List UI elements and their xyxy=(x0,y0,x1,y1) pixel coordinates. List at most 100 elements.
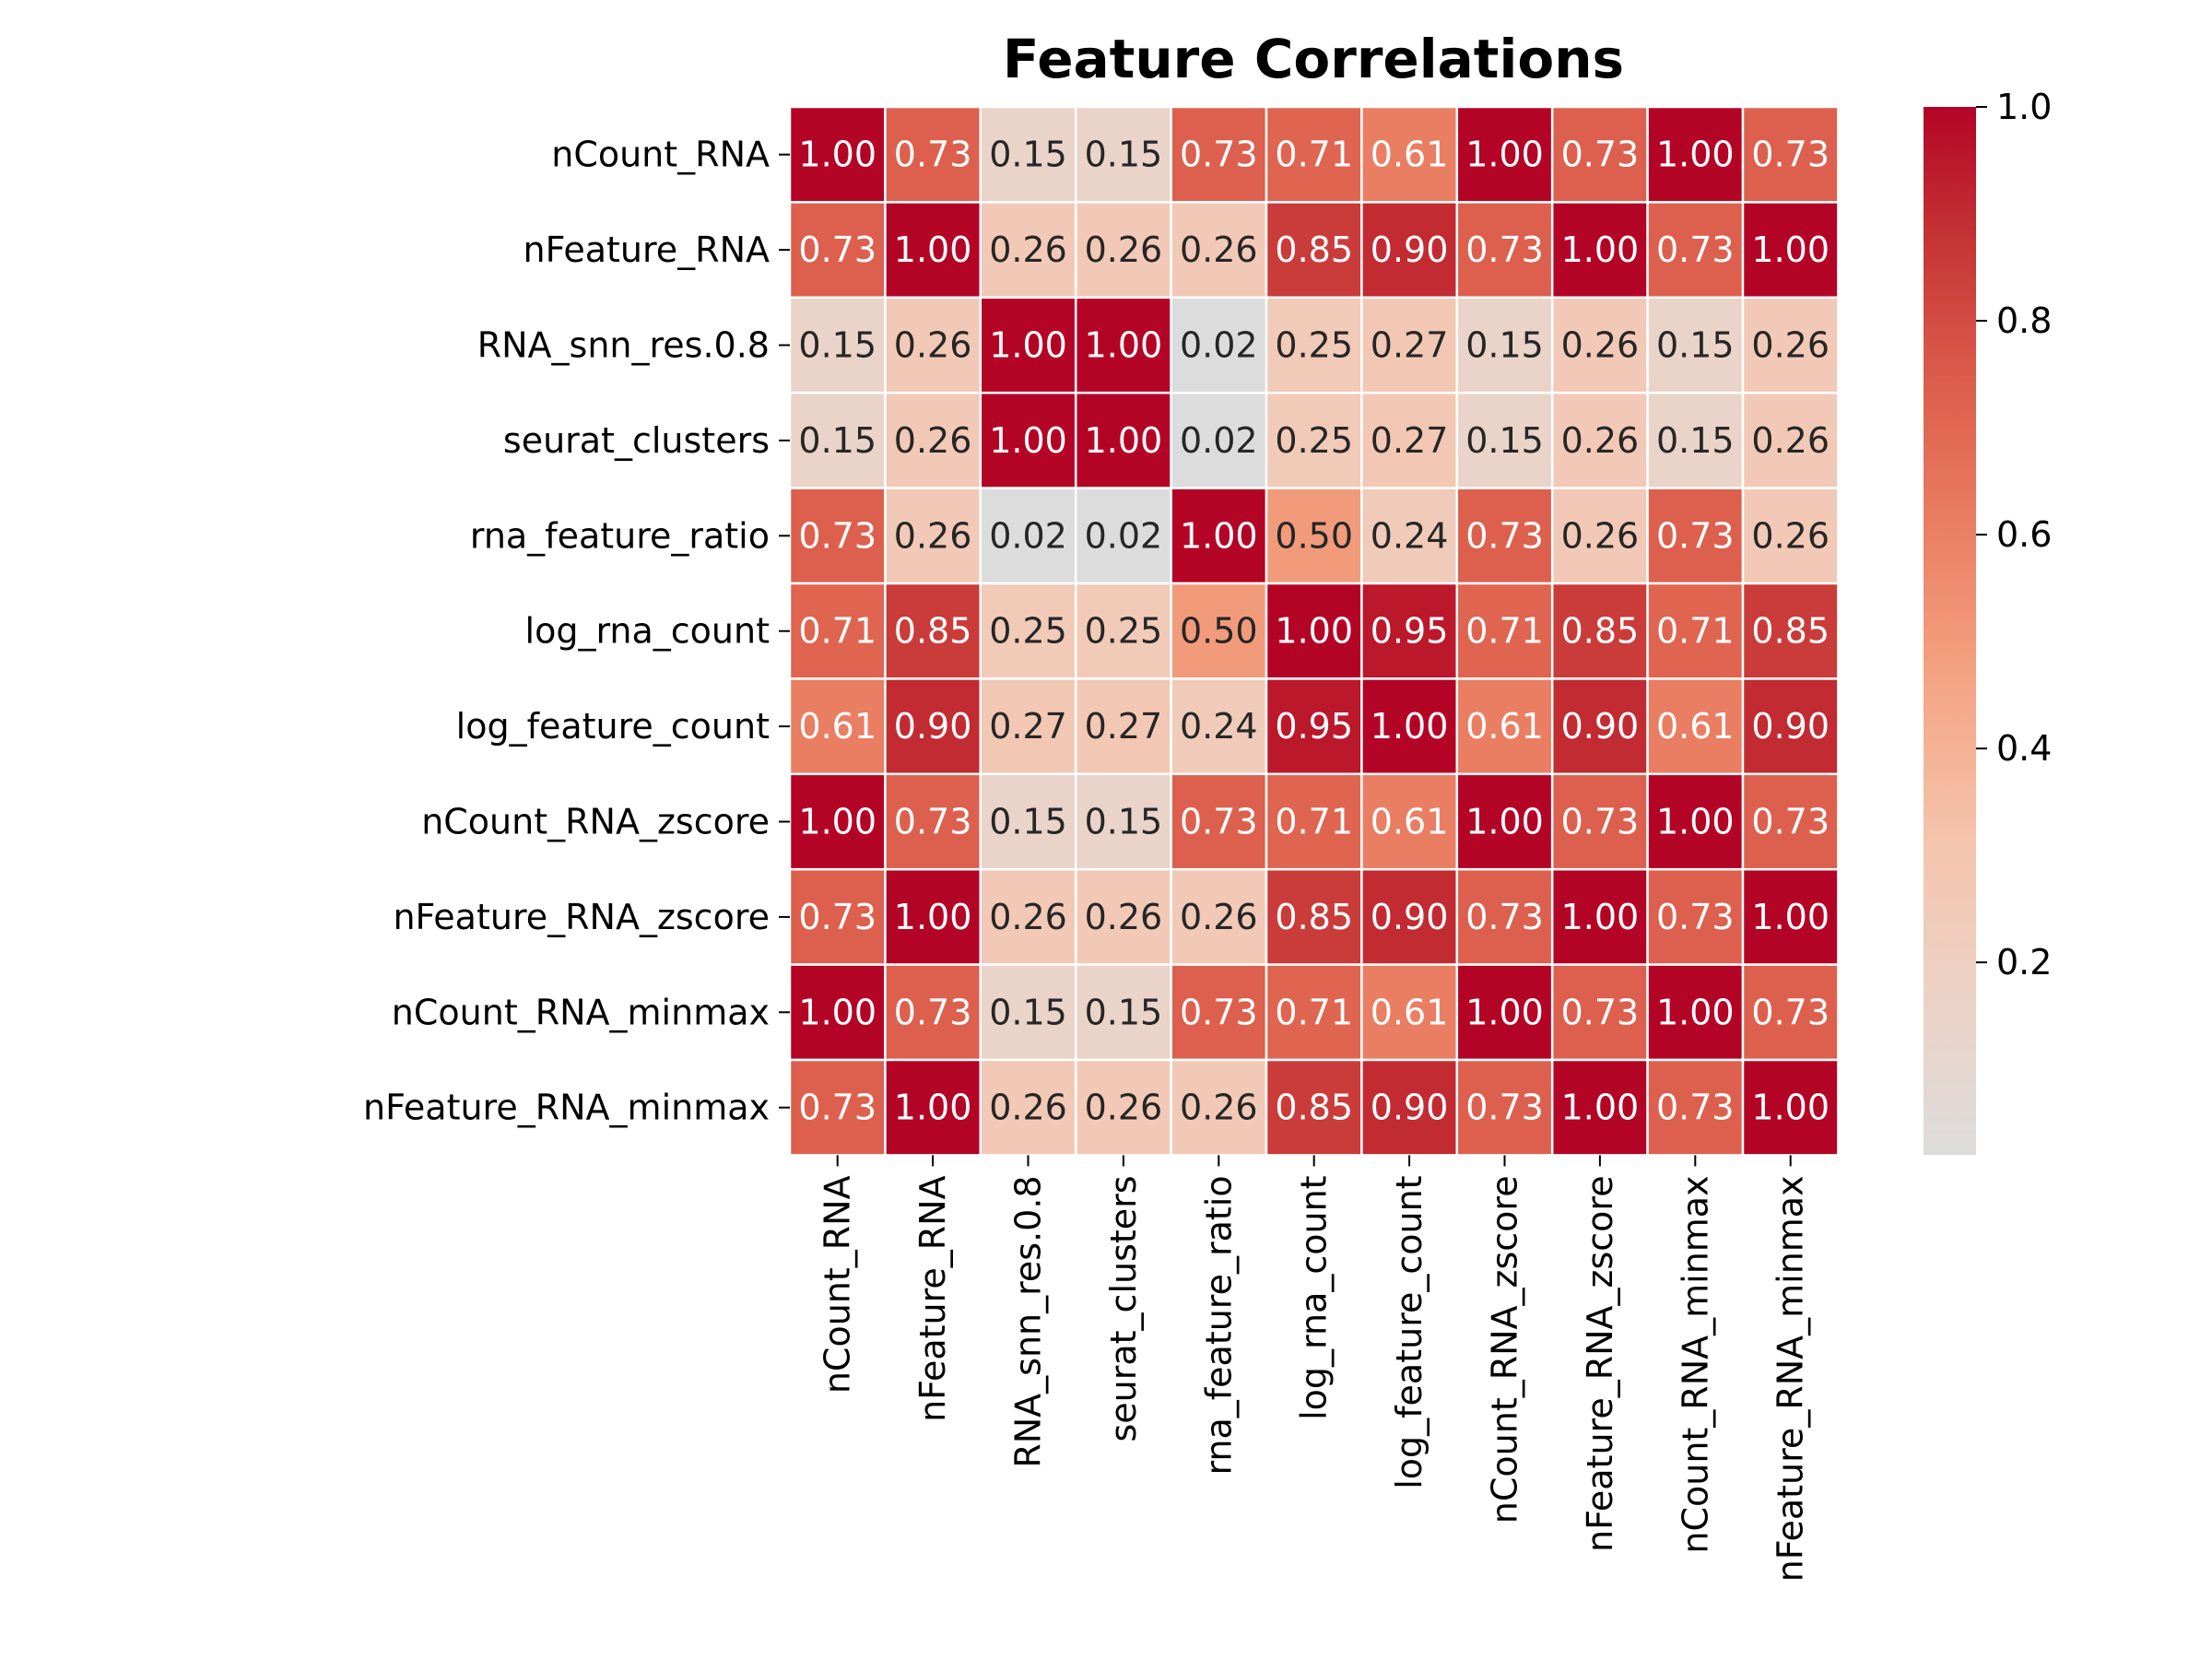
heatmap-cell xyxy=(1550,1058,1649,1157)
heatmap-cell xyxy=(1550,582,1649,680)
column-tick-label: nCount_RNA_zscore xyxy=(1485,1175,1525,1524)
cell-value-label: 0.15 xyxy=(989,802,1067,842)
cell-value-label: 1.00 xyxy=(1751,897,1830,937)
cell-value-label: 0.73 xyxy=(1656,897,1735,937)
cell-value-label: 0.73 xyxy=(1561,802,1640,842)
heatmap-cell xyxy=(788,487,887,585)
cell-value-label: 0.73 xyxy=(1465,515,1544,556)
cell-value-label: 1.00 xyxy=(1656,135,1735,175)
cell-value-label: 0.15 xyxy=(989,135,1067,175)
cell-value-label: 1.00 xyxy=(1371,706,1449,747)
cell-value-label: 0.26 xyxy=(1751,420,1830,461)
cell-value-label: 1.00 xyxy=(1656,992,1735,1032)
cell-value-label: 0.26 xyxy=(1561,420,1640,461)
cell-value-label: 0.61 xyxy=(1371,802,1449,842)
heatmap-cell xyxy=(788,296,887,394)
cell-value-label: 0.73 xyxy=(1561,992,1640,1032)
cell-value-label: 0.95 xyxy=(1371,611,1449,652)
heatmap-cell xyxy=(1741,105,1840,204)
cell-value-label: 0.27 xyxy=(989,706,1067,747)
cell-value-label: 0.24 xyxy=(1371,515,1449,556)
cell-value-label: 1.00 xyxy=(894,1088,972,1128)
cell-value-label: 0.73 xyxy=(1465,897,1544,937)
cell-value-label: 0.73 xyxy=(1465,229,1544,270)
cell-value-label: 0.26 xyxy=(989,1088,1067,1128)
cell-value-label: 0.26 xyxy=(894,515,972,556)
heatmap-cell xyxy=(1360,296,1459,394)
cell-value-label: 0.73 xyxy=(798,897,877,937)
column-tick-label: nFeature_RNA xyxy=(912,1175,953,1422)
row-tick-label: log_feature_count xyxy=(456,706,770,747)
cell-value-label: 0.61 xyxy=(798,706,877,747)
cell-value-label: 0.15 xyxy=(989,992,1067,1032)
cell-value-label: 0.26 xyxy=(894,325,972,366)
heatmap-cell xyxy=(1265,487,1363,585)
heatmap-cell xyxy=(884,105,982,204)
colorbar-tick-label: 0.8 xyxy=(1996,300,2052,341)
cell-value-label: 0.61 xyxy=(1371,992,1449,1032)
heatmap-cell xyxy=(1741,391,1840,489)
heatmap-cell xyxy=(1550,963,1649,1062)
cell-value-label: 0.27 xyxy=(1085,706,1163,747)
heatmap-cell xyxy=(1074,963,1172,1062)
heatmap-cell xyxy=(884,677,982,776)
cell-value-label: 0.85 xyxy=(1275,229,1353,270)
colorbar-tick-label: 0.4 xyxy=(1996,728,2052,769)
cell-value-label: 0.71 xyxy=(1275,135,1353,175)
heatmap-cell xyxy=(979,963,1077,1062)
heatmap-cell xyxy=(1360,201,1459,300)
cell-value-label: 0.73 xyxy=(894,992,972,1032)
heatmap-cell xyxy=(1455,201,1554,300)
cell-value-label: 1.00 xyxy=(1465,802,1544,842)
cell-value-label: 0.15 xyxy=(798,325,877,366)
cell-value-label: 0.26 xyxy=(989,229,1067,270)
heatmap-cell xyxy=(1646,867,1745,966)
heatmap-cell xyxy=(1741,201,1840,300)
cell-value-label: 0.90 xyxy=(1371,1088,1449,1128)
heatmap-cell xyxy=(1170,963,1268,1062)
row-tick-label: nCount_RNA_zscore xyxy=(421,802,770,842)
cell-value-label: 0.27 xyxy=(1371,420,1449,461)
cell-value-label: 0.73 xyxy=(1180,135,1258,175)
heatmap-cell xyxy=(1550,487,1649,585)
column-tick-labels: nCount_RNA nFeature_RNA RNA_snn_res.0.8 seu… xyxy=(818,1155,1811,1582)
cell-value-label: 0.02 xyxy=(989,515,1067,556)
column-tick-label: nFeature_RNA_zscore xyxy=(1580,1175,1620,1552)
heatmap-cell xyxy=(1646,391,1745,489)
cell-value-label: 0.73 xyxy=(1180,992,1258,1032)
cell-value-label: 0.73 xyxy=(798,1088,877,1128)
column-tick-label: log_feature_count xyxy=(1389,1175,1430,1488)
cell-value-label: 0.90 xyxy=(894,706,972,747)
heatmap-cell xyxy=(1265,582,1363,680)
cell-value-label: 0.26 xyxy=(1085,1088,1163,1128)
heatmap-cell xyxy=(979,201,1077,300)
cell-value-label: 0.02 xyxy=(1085,515,1163,556)
cell-value-label: 0.15 xyxy=(1656,325,1735,366)
cell-value-label: 0.02 xyxy=(1180,420,1258,461)
heatmap-cell xyxy=(1265,105,1363,204)
column-tick-label: nCount_RNA xyxy=(818,1175,858,1394)
heatmap-cell xyxy=(1265,677,1363,776)
row-tick-label: RNA_snn_res.0.8 xyxy=(477,325,770,366)
cell-value-label: 0.90 xyxy=(1371,897,1449,937)
column-tick-label: log_rna_count xyxy=(1294,1175,1335,1419)
heatmap-cell xyxy=(1550,677,1649,776)
cell-value-label: 1.00 xyxy=(894,897,972,937)
heatmap-cell xyxy=(1074,391,1172,489)
cell-value-label: 0.71 xyxy=(1275,992,1353,1032)
colorbar-gradient xyxy=(1924,107,1976,1155)
cell-value-label: 1.00 xyxy=(1561,897,1640,937)
heatmap-cell xyxy=(1170,1058,1268,1157)
cell-value-label: 0.25 xyxy=(1085,611,1163,652)
cell-value-label: 0.73 xyxy=(1751,135,1830,175)
heatmap-cell xyxy=(1741,582,1840,680)
heatmap-cell xyxy=(884,487,982,585)
cell-value-label: 0.71 xyxy=(1275,802,1353,842)
heatmap-cell xyxy=(1455,105,1554,204)
cell-value-label: 1.00 xyxy=(1465,135,1544,175)
cell-value-label: 0.26 xyxy=(1085,897,1163,937)
heatmap-cell xyxy=(1360,772,1459,871)
row-tick-label: nCount_RNA_minmax xyxy=(392,992,770,1032)
cell-value-label: 0.25 xyxy=(1275,325,1353,366)
heatmap-cell xyxy=(884,1058,982,1157)
